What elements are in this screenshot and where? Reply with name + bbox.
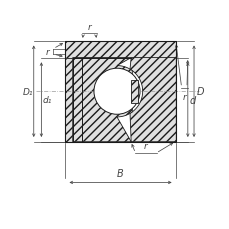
Polygon shape xyxy=(65,58,72,142)
Polygon shape xyxy=(65,42,176,58)
Polygon shape xyxy=(72,58,132,142)
Text: B: B xyxy=(117,168,123,178)
Text: d: d xyxy=(188,95,195,105)
Text: d₁: d₁ xyxy=(42,96,51,105)
Polygon shape xyxy=(129,58,176,142)
Text: r: r xyxy=(182,93,185,102)
Text: r: r xyxy=(46,48,50,57)
Text: D: D xyxy=(196,87,203,97)
Polygon shape xyxy=(131,80,138,103)
Text: D₁: D₁ xyxy=(22,87,33,96)
Text: r: r xyxy=(87,23,91,32)
Circle shape xyxy=(94,69,139,115)
Text: r: r xyxy=(143,142,147,150)
